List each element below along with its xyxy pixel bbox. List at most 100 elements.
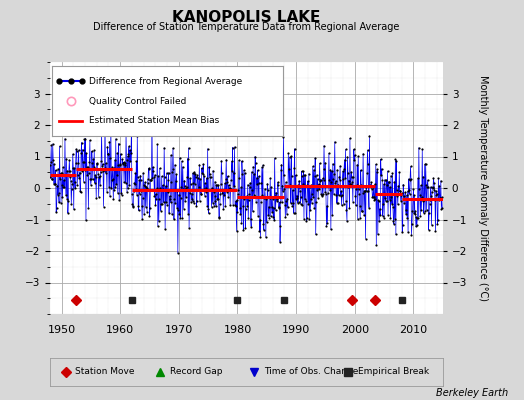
Point [309,194,318,200]
Point [133,133,141,140]
Point [324,182,333,189]
Point [299,181,307,187]
Point [238,170,247,177]
Point [313,176,322,182]
Point [416,212,424,219]
Point [420,161,429,168]
Point [339,168,347,174]
Point [195,162,203,168]
Point [413,222,421,229]
Point [432,192,441,198]
Point [340,201,348,207]
Point [248,208,257,215]
Point [336,163,344,169]
Point [66,174,74,180]
Point [178,214,187,221]
Point [202,175,211,181]
Point [179,164,187,170]
Point [369,194,377,200]
Point [66,168,74,175]
Point [344,170,352,176]
Point [381,198,390,204]
Point [343,218,351,224]
Point [105,138,114,145]
Point [117,192,126,198]
Point [93,160,101,166]
Point [333,200,342,206]
Point [52,209,60,215]
Point [341,146,350,153]
Point [205,171,214,177]
Point [251,153,259,160]
Point [282,211,291,217]
Point [234,187,243,193]
Point [381,195,389,202]
Point [263,219,271,226]
Point [308,190,316,197]
Point [436,178,445,184]
Point [258,164,266,171]
Point [255,173,263,179]
Point [82,217,90,224]
Point [181,185,190,192]
Point [348,178,356,185]
Point [314,181,323,188]
Point [397,198,405,204]
Point [162,199,170,206]
Point [246,184,254,190]
Point [112,181,121,188]
Point [167,152,175,158]
Point [152,196,160,202]
Point [221,202,230,209]
Point [60,177,68,184]
Point [287,200,295,206]
Point [267,213,275,219]
Point [78,140,86,146]
Point [92,174,100,180]
Point [408,208,417,214]
Point [431,228,440,235]
Point [209,167,217,174]
Point [48,176,56,182]
Point [257,180,266,186]
Point [248,187,256,194]
Point [90,164,98,170]
Text: 2000: 2000 [341,325,369,335]
Point [124,185,132,191]
Point [319,191,327,198]
Point [363,147,372,153]
Point [288,203,297,210]
Point [246,180,254,186]
Point [391,156,400,162]
Point [224,194,232,201]
Point [127,129,136,135]
Point [91,180,99,186]
Point [100,203,108,210]
Point [111,184,119,190]
Point [336,193,345,199]
Point [58,194,67,200]
Point [426,197,434,204]
Point [179,186,188,192]
Point [315,160,324,166]
Point [397,192,406,198]
Point [216,190,225,197]
Point [270,217,278,224]
Point [47,159,55,165]
Point [353,162,362,168]
Point [247,224,255,230]
Point [163,189,172,195]
Point [217,170,226,176]
Point [400,200,408,206]
Point [124,150,133,157]
Point [292,192,301,199]
Point [391,231,400,238]
Point [128,201,137,208]
Point [112,136,120,142]
Point [364,188,373,194]
Point [222,176,230,183]
Point [105,184,113,190]
Point [263,180,271,187]
Point [129,204,137,210]
Point [191,170,200,177]
